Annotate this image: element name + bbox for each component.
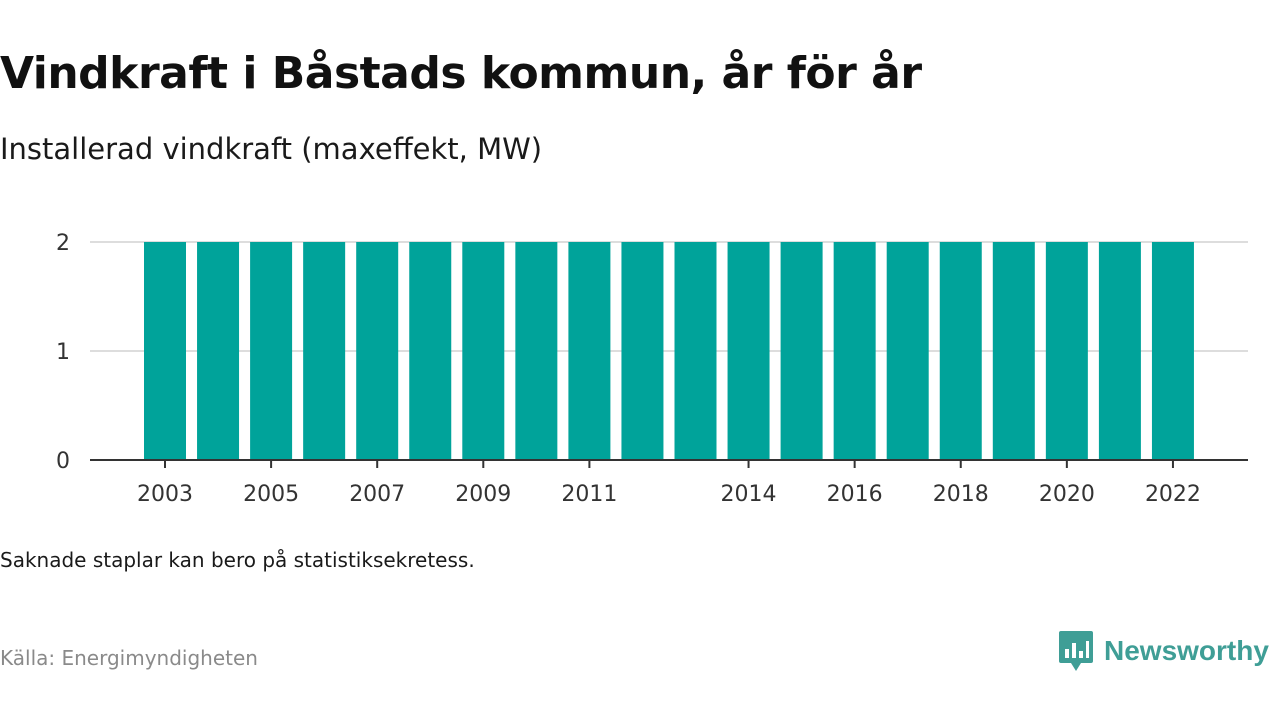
x-tick-label: 2003 xyxy=(137,482,193,507)
bar-2020 xyxy=(1045,242,1088,460)
x-tick-label: 2020 xyxy=(1039,482,1095,507)
x-tick-label: 2009 xyxy=(455,482,511,507)
bar-2014 xyxy=(727,242,770,460)
bar-2008 xyxy=(409,242,452,460)
bar-chart-speech-bubble-icon xyxy=(1059,631,1093,671)
logo-text: Newsworthy xyxy=(1104,635,1269,666)
chart-subtitle: Installerad vindkraft (maxeffekt, MW) xyxy=(0,132,543,166)
chart-title: Vindkraft i Båstads kommun, år för år xyxy=(0,48,922,99)
bar-2018 xyxy=(939,242,982,460)
x-tick-label: 2016 xyxy=(827,482,883,507)
x-tick-label: 2018 xyxy=(933,482,989,507)
bar-2011 xyxy=(568,242,611,460)
bar-2016 xyxy=(833,242,876,460)
y-tick-label: 1 xyxy=(56,340,70,365)
bar-2006 xyxy=(303,242,346,460)
bar-2021 xyxy=(1098,242,1141,460)
bar-2003 xyxy=(144,242,186,460)
bar-layer xyxy=(144,242,1194,460)
bar-2015 xyxy=(780,242,823,460)
y-tick-label: 2 xyxy=(56,231,70,256)
bar-2010 xyxy=(515,242,558,460)
bar-2017 xyxy=(886,242,929,460)
footnote: Saknade staplar kan bero på statistiksek… xyxy=(0,548,475,572)
x-tick-label: 2022 xyxy=(1145,482,1201,507)
bar-2022 xyxy=(1151,242,1194,460)
bar-2007 xyxy=(356,242,399,460)
newsworthy-logo: Newsworthy xyxy=(1058,628,1269,674)
bar-2013 xyxy=(674,242,717,460)
x-tick-label: 2007 xyxy=(349,482,405,507)
y-tick-label: 0 xyxy=(56,449,70,474)
x-tick-label: 2011 xyxy=(561,482,617,507)
bar-2004 xyxy=(197,242,240,460)
bar-2009 xyxy=(462,242,505,460)
x-tick-label: 2014 xyxy=(721,482,777,507)
x-tick-label: 2005 xyxy=(243,482,299,507)
bar-2019 xyxy=(992,242,1035,460)
axis-layer: 0 1 2 2003 2005 2007 2009 2011 2014 2016 2018 2020 2… xyxy=(56,231,1248,507)
bar-2005 xyxy=(250,242,293,460)
source-credit: Källa: Energimyndigheten xyxy=(0,646,258,670)
bar-2012 xyxy=(621,242,664,460)
